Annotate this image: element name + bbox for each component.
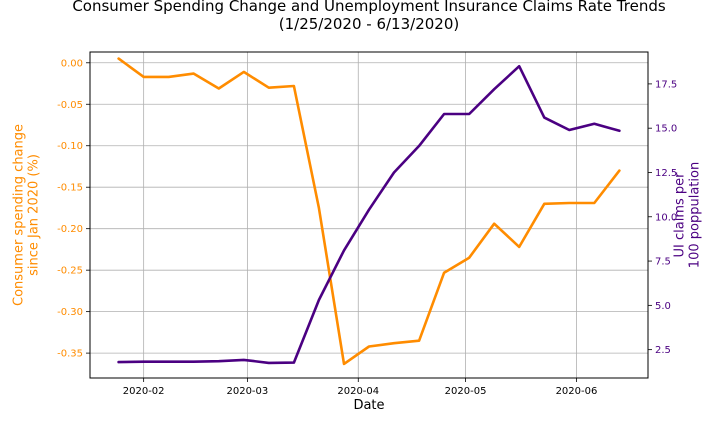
- spending-series-line: [117, 57, 621, 366]
- right-tick-label: 7.5: [655, 257, 671, 268]
- left-tick-label: -0.15: [57, 183, 83, 194]
- left-tick-label: -0.25: [57, 266, 83, 277]
- right-tick-label: 2.5: [655, 345, 671, 356]
- right-tick-label: 5.0: [655, 301, 671, 312]
- right-tick-label: 15.0: [655, 124, 677, 135]
- x-tick-label: 2020-02: [123, 386, 165, 397]
- left-tick-label: -0.30: [57, 307, 83, 318]
- right-axis-ticks: 2.5 5.0 7.5 10.0 12.5 15.0 17.5: [648, 79, 677, 356]
- right-tick-label: 17.5: [655, 79, 677, 90]
- axis-label-line: Consumer spending change: [12, 124, 27, 306]
- axis-label-line: since Jan 2020 (%): [27, 154, 42, 276]
- x-tick-label: 2020-05: [445, 386, 487, 397]
- left-tick-label: -0.35: [57, 349, 83, 360]
- right-axis-label: UI claims per100 poppulation: [673, 162, 703, 268]
- ui-claims-series-line: [117, 64, 621, 365]
- left-tick-label: -0.10: [57, 141, 83, 152]
- x-axis-ticks: 2020-02 2020-03 2020-04 2020-05 2020-06: [123, 378, 598, 397]
- x-tick-label: 2020-04: [337, 386, 379, 397]
- left-axis-ticks: 0.00 -0.05 -0.10 -0.15 -0.20 -0.25 -0.30 -0.35: [57, 58, 90, 360]
- right-tick-label: 10.0: [655, 212, 677, 223]
- chart-title: Consumer Spending Change and Unemploymen…: [72, 0, 666, 15]
- axis-label-line: 100 poppulation: [688, 162, 703, 268]
- left-tick-label: 0.00: [61, 58, 83, 69]
- series-lines: [117, 57, 621, 366]
- right-tick-label: 12.5: [655, 168, 677, 179]
- left-axis-label: Consumer spending changesince Jan 2020 (…: [12, 124, 42, 306]
- x-axis-label: Date: [353, 398, 384, 413]
- grid-lines: [90, 52, 648, 378]
- axis-label-line: UI claims per: [673, 172, 688, 258]
- x-tick-label: 2020-06: [556, 386, 598, 397]
- x-tick-label: 2020-03: [226, 386, 268, 397]
- chart-subtitle: (1/25/2020 - 6/13/2020): [279, 15, 459, 33]
- left-tick-label: -0.20: [57, 224, 83, 235]
- plot-frame: [89, 51, 649, 379]
- left-tick-label: -0.05: [57, 100, 83, 111]
